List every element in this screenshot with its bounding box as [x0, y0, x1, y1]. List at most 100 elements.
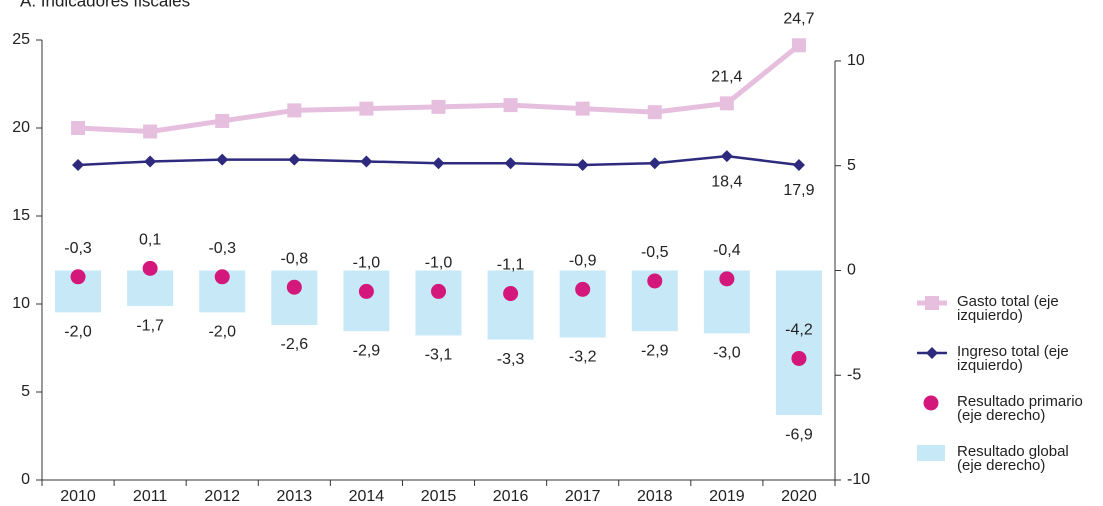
marker — [287, 103, 302, 118]
marker — [576, 158, 589, 171]
data-label: -3,2 — [569, 349, 597, 366]
legend-label: Ingreso total (eje izquierdo) — [957, 343, 1069, 374]
bar — [271, 270, 318, 325]
legend-label: Gasto total (eje izquierdo) — [957, 293, 1059, 324]
data-label: -1,1 — [497, 257, 525, 274]
x-tick-label: 2014 — [349, 488, 385, 505]
y-tick-label: 15 — [12, 207, 30, 224]
x-tick-label: 2012 — [204, 488, 240, 505]
data-label: -2,9 — [641, 342, 669, 359]
y2-tick-label: 5 — [847, 157, 856, 174]
data-label: -2,0 — [208, 324, 236, 341]
x-tick-label: 2018 — [637, 488, 673, 505]
legend-icon — [917, 347, 947, 359]
marker — [791, 38, 806, 53]
marker — [144, 155, 157, 168]
marker — [503, 98, 518, 113]
data-label: -3,3 — [497, 351, 525, 368]
data-label: -4,2 — [785, 322, 813, 339]
marker — [648, 157, 661, 170]
marker — [432, 157, 445, 170]
bar — [775, 270, 822, 416]
y-tick-label: 25 — [12, 31, 30, 48]
legend-swatch — [926, 347, 938, 359]
marker — [215, 113, 230, 128]
marker — [216, 153, 229, 166]
y2-tick-label: 0 — [847, 262, 856, 279]
bar — [487, 270, 534, 340]
data-label: -0,5 — [641, 244, 669, 261]
x-tick-label: 2019 — [709, 488, 745, 505]
marker — [647, 105, 662, 120]
marker — [720, 150, 733, 163]
x-tick-label: 2017 — [565, 488, 601, 505]
line — [77, 43, 801, 135]
point — [791, 350, 807, 366]
x-tick-label: 2011 — [133, 488, 168, 505]
marker — [360, 155, 373, 168]
marker — [143, 124, 158, 139]
point — [503, 286, 519, 302]
y-tick-label: 5 — [21, 383, 30, 400]
x-tick-label: 2020 — [781, 488, 817, 505]
legend-item: Ingreso total (eje izquierdo) — [915, 343, 1103, 395]
data-label: 21,4 — [711, 69, 742, 86]
legend-icon — [917, 296, 947, 310]
y-tick-label: 20 — [12, 119, 30, 136]
data-label: -2,9 — [353, 342, 381, 359]
x-tick-label: 2015 — [421, 488, 457, 505]
data-label: -2,0 — [64, 324, 92, 341]
bar — [559, 270, 606, 338]
data-label: -2,6 — [281, 336, 309, 353]
x-tick-label: 2016 — [493, 488, 529, 505]
marker — [431, 99, 446, 114]
point — [647, 273, 663, 289]
legend: Gasto total (eje izquierdo) Ingreso total… — [915, 293, 1103, 495]
point — [70, 269, 86, 285]
bar — [343, 270, 390, 332]
data-label: 18,4 — [711, 173, 742, 190]
point — [431, 283, 446, 299]
data-label: -3,0 — [713, 345, 741, 362]
legend-label: Resultado global (eje derecho) — [957, 443, 1069, 474]
point — [358, 283, 374, 299]
legend-swatch — [923, 395, 939, 411]
data-label: 24,7 — [783, 10, 814, 27]
marker — [72, 158, 85, 171]
point — [719, 271, 735, 287]
point — [286, 279, 302, 295]
marker — [288, 153, 301, 166]
data-label: -0,8 — [281, 250, 309, 267]
data-label: -6,9 — [785, 426, 813, 443]
legend-swatch — [917, 445, 945, 461]
legend-icon — [923, 395, 939, 411]
legend-swatch — [925, 296, 939, 310]
marker — [719, 96, 734, 111]
y2-tick-label: -5 — [847, 366, 861, 383]
data-label: -0,4 — [713, 242, 741, 259]
data-label: -3,1 — [425, 347, 453, 364]
point — [214, 269, 230, 285]
data-label: -1,0 — [353, 255, 381, 272]
y-tick-label: 0 — [21, 471, 30, 488]
legend-label: Resultado primario (eje derecho) — [957, 393, 1083, 424]
legend-item: Resultado primario (eje derecho) — [915, 393, 1103, 445]
point — [575, 281, 591, 297]
marker — [359, 101, 374, 116]
chart-title: A. Indicadores fiscales — [20, 0, 190, 10]
data-label: 0,1 — [139, 232, 161, 249]
y2-tick-label: 10 — [847, 52, 865, 69]
x-tick-label: 2013 — [277, 488, 313, 505]
marker — [504, 157, 517, 170]
legend-item: Resultado global (eje derecho) — [915, 443, 1103, 495]
data-label: -0,3 — [64, 240, 92, 257]
bar — [127, 270, 174, 307]
y2-tick-label: -10 — [847, 471, 870, 488]
legend-item: Gasto total (eje izquierdo) — [915, 293, 1103, 345]
legend-icon — [917, 445, 945, 461]
data-label: -1,0 — [425, 255, 453, 272]
point — [142, 260, 158, 276]
marker — [792, 158, 805, 171]
